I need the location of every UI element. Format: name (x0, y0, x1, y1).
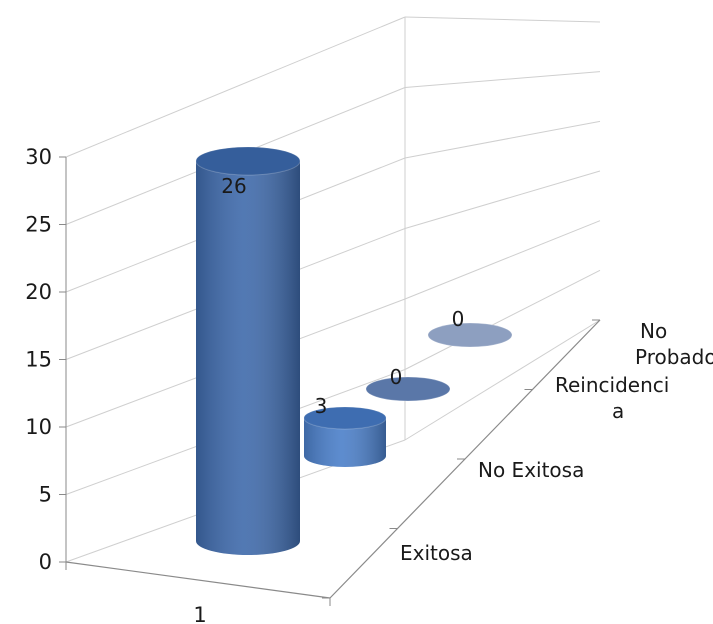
data-label-1: 3 (315, 394, 328, 418)
depth-label-3: NoProbados (635, 319, 713, 369)
bar-3 (427, 322, 513, 348)
bar-top-1 (303, 406, 387, 430)
side-wall-grid (404, 16, 601, 441)
side-gridline-25 (404, 71, 601, 88)
bar-0 (195, 146, 301, 555)
data-label-3: 0 (452, 307, 465, 331)
bars (195, 146, 513, 555)
side-gridline-20 (404, 120, 601, 159)
side-gridline-5 (404, 269, 601, 370)
bar-1 (303, 406, 387, 467)
y-tick-label-30: 30 (25, 145, 52, 169)
data-label-2: 0 (390, 365, 403, 389)
bar-top-2 (365, 376, 451, 402)
bar-top-shade-0 (196, 147, 300, 175)
data-label-0: 26 (221, 174, 246, 198)
y-tick-label-15: 15 (25, 348, 52, 372)
depth-label-2: Reincidenci a (555, 373, 669, 423)
x-category-labels: 1 (193, 603, 206, 624)
side-gridline-15 (404, 170, 601, 229)
bar-top-3 (427, 322, 513, 348)
y-tick-labels: 0 5 10 15 20 25 30 (25, 145, 52, 574)
x-category-label-0: 1 (193, 603, 206, 624)
bar-shade-0 (196, 161, 300, 555)
y-tick-label-0: 0 (39, 550, 52, 574)
bar-top-0 (195, 146, 301, 176)
bar-shade-1 (304, 418, 386, 467)
y-tick-label-5: 5 (39, 483, 52, 507)
depth-label-1: No Exitosa (478, 458, 584, 482)
y-tick-label-25: 25 (25, 213, 52, 237)
side-gridline-0 (404, 319, 601, 441)
side-gridline-30 (404, 16, 601, 23)
axes (59, 17, 601, 606)
bar-2 (365, 376, 451, 402)
depth-label-0: Exitosa (400, 541, 473, 565)
gridline-30 (65, 16, 406, 158)
data-labels: 0 0 3 26 (221, 174, 464, 418)
side-gridline-10 (404, 220, 601, 300)
bar-top-shade-1 (304, 407, 386, 429)
depth-category-labels: Exitosa No Exitosa ReincidenciaNoProbados (400, 319, 713, 565)
x-axis-line (65, 561, 331, 599)
y-tick-label-10: 10 (25, 415, 52, 439)
y-tick-label-20: 20 (25, 280, 52, 304)
